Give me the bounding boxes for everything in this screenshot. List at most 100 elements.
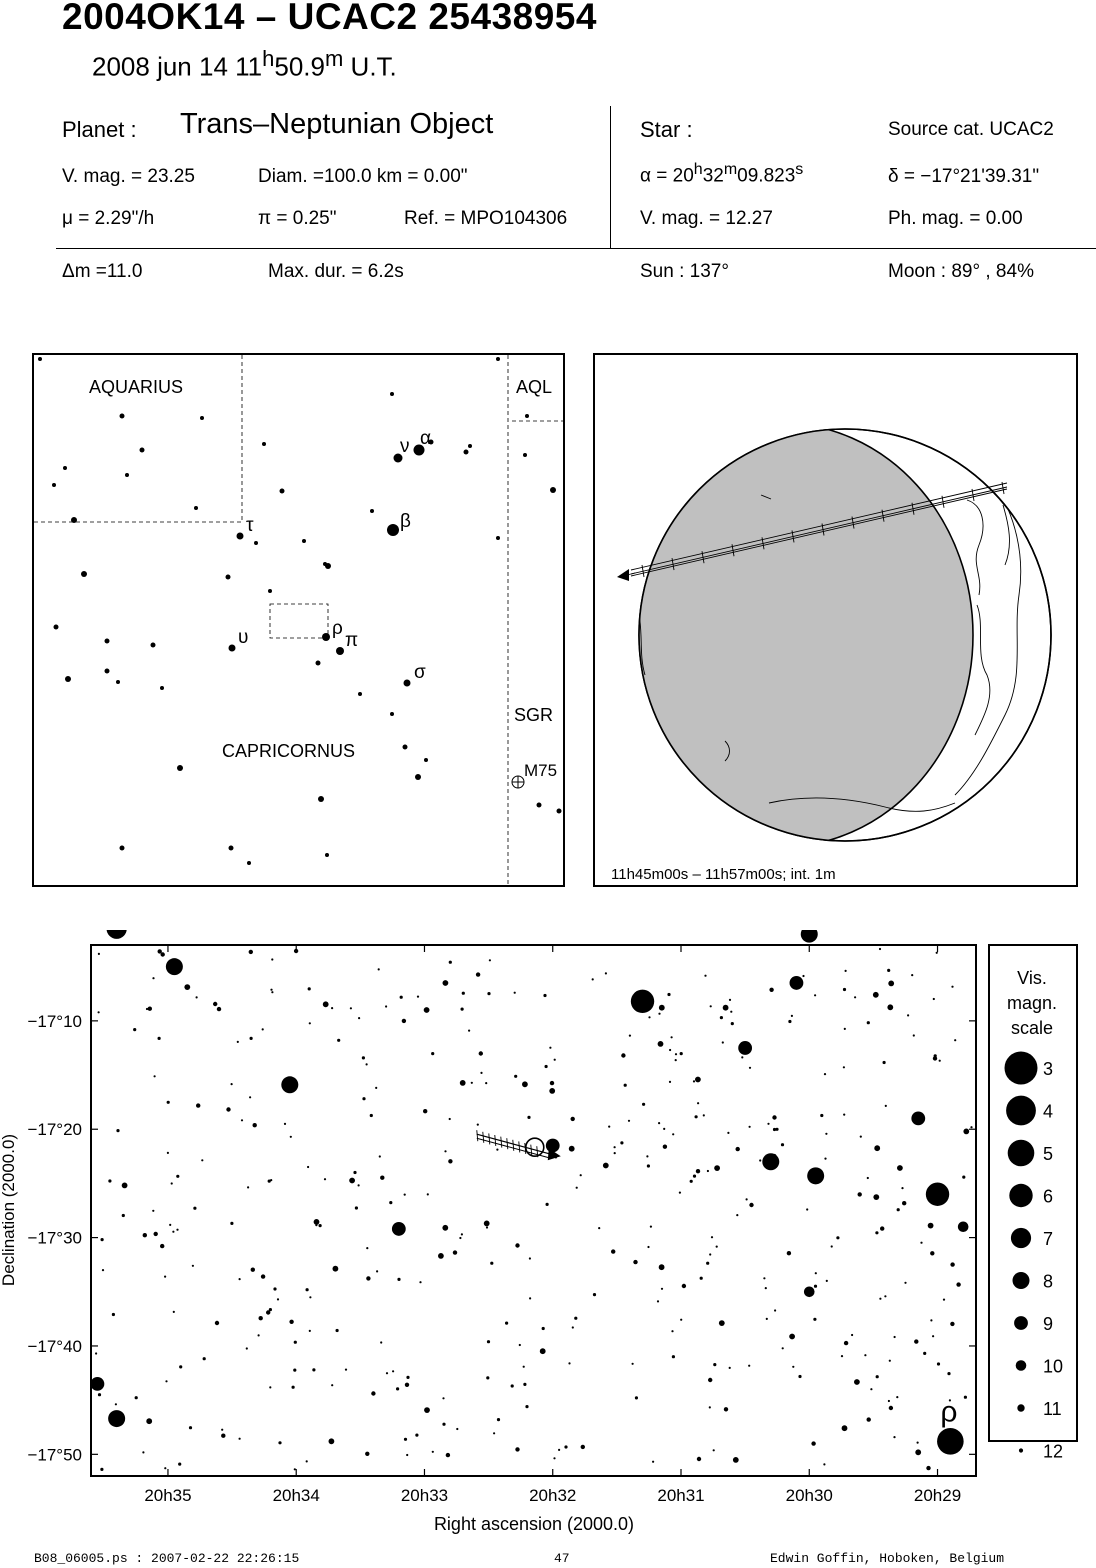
- field-star: [658, 1012, 661, 1015]
- field-star: [406, 1375, 410, 1379]
- finder-star: [247, 861, 251, 865]
- finder-star: [550, 487, 556, 493]
- field-star: [95, 1352, 98, 1355]
- y-tick-label: −17°10: [27, 1012, 82, 1031]
- field-star: [486, 1340, 491, 1344]
- finder-star: [139, 447, 145, 453]
- field-star: [874, 1145, 881, 1152]
- field-star: [948, 1399, 952, 1402]
- y-axis-label: Declination (2000.0): [0, 1134, 18, 1286]
- field-star: [872, 991, 879, 998]
- field-star: [170, 1182, 173, 1185]
- planet-parallax: π = 0.25": [258, 208, 337, 229]
- bright-star: [925, 1182, 950, 1206]
- finder-star: [63, 466, 67, 470]
- field-star: [362, 1097, 366, 1101]
- field-star: [633, 1259, 638, 1265]
- scale-label: 11: [1043, 1399, 1062, 1419]
- field-star: [522, 1365, 525, 1368]
- field-star: [424, 1407, 430, 1413]
- field-star: [579, 1174, 582, 1177]
- finder-star: [38, 357, 42, 361]
- field-star: [354, 1206, 358, 1210]
- field-star: [721, 1041, 724, 1044]
- field-star: [97, 952, 100, 955]
- field-star: [814, 1272, 817, 1275]
- field-star: [736, 1214, 739, 1217]
- field-star: [963, 1128, 970, 1135]
- field-star: [309, 1296, 312, 1299]
- field-star: [480, 1071, 483, 1074]
- field-star: [111, 1312, 115, 1317]
- field-star: [460, 1007, 464, 1011]
- field-star: [671, 1355, 676, 1359]
- field-star: [798, 1374, 802, 1379]
- field-star: [293, 1468, 296, 1471]
- field-star: [401, 1018, 407, 1024]
- field-star: [730, 1022, 734, 1026]
- field-star: [493, 1432, 496, 1435]
- field-star: [843, 1027, 846, 1030]
- field-star: [574, 1316, 578, 1320]
- field-star: [790, 1014, 794, 1017]
- footer-page: 47: [554, 1551, 570, 1566]
- field-star: [568, 1145, 575, 1152]
- field-star: [108, 1179, 112, 1183]
- field-star: [357, 1184, 360, 1187]
- finder-star: [228, 644, 236, 652]
- named-star: [937, 1428, 964, 1455]
- field-star: [485, 1226, 489, 1229]
- finder-star: [228, 845, 234, 851]
- finder-star: [225, 574, 231, 580]
- header-rule: [56, 248, 1096, 249]
- field-star: [564, 1445, 568, 1449]
- field-star: [774, 1309, 777, 1312]
- field-star: [680, 1318, 683, 1321]
- field-star: [510, 1384, 514, 1388]
- field-star: [166, 1100, 170, 1104]
- orbit-reference: Ref. = MPO104306: [404, 208, 568, 229]
- field-star: [176, 1228, 179, 1231]
- field-star: [485, 1082, 488, 1085]
- field-star: [843, 1113, 846, 1116]
- scale-dot: [1007, 1139, 1035, 1167]
- field-star: [836, 1236, 840, 1240]
- field-star: [830, 1245, 833, 1248]
- field-star: [153, 1075, 156, 1078]
- field-star: [695, 1169, 701, 1174]
- field-star: [515, 1447, 520, 1452]
- bright-star: [800, 930, 818, 943]
- field-star: [337, 1038, 341, 1042]
- field-star: [950, 1262, 955, 1267]
- field-star: [349, 1177, 355, 1184]
- field-star: [202, 1357, 206, 1361]
- field-star: [712, 1449, 715, 1452]
- field-star: [270, 1179, 273, 1182]
- field-star: [718, 1320, 725, 1326]
- field-star: [230, 1083, 233, 1086]
- field-star: [715, 1245, 718, 1248]
- field-star: [915, 1449, 922, 1456]
- magnitude-scale-box: [988, 944, 1078, 1442]
- x-tick-label: 20h29: [914, 1486, 961, 1505]
- greek-nu: ν: [400, 436, 410, 457]
- field-star: [825, 1279, 828, 1282]
- field-star: [442, 1422, 446, 1426]
- scale-dot: [1009, 1183, 1033, 1208]
- field-star: [580, 1444, 585, 1450]
- field-star: [179, 1365, 183, 1369]
- field-star: [236, 1040, 239, 1043]
- field-star: [649, 1225, 653, 1228]
- finder-star: [415, 774, 421, 780]
- field-star: [172, 1230, 175, 1233]
- field-star: [706, 1261, 710, 1265]
- bright-star: [108, 1410, 126, 1428]
- field-star: [772, 1115, 777, 1120]
- field-star: [621, 1053, 626, 1058]
- field-star: [191, 1264, 194, 1267]
- scale-dot: [1010, 1227, 1032, 1249]
- finder-star: [279, 488, 285, 494]
- bright-star: [281, 1076, 299, 1094]
- field-star: [349, 1007, 352, 1010]
- field-star: [613, 1152, 616, 1155]
